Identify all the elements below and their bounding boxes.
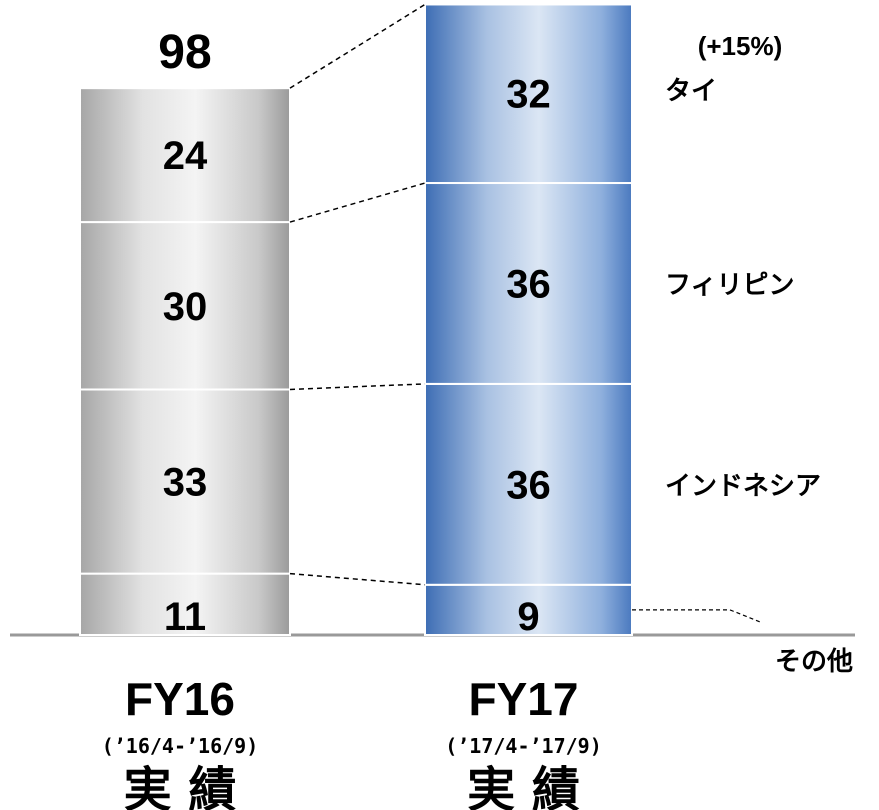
bar-segment-fy17-2 bbox=[424, 182, 633, 385]
series-label-1: インドネシア bbox=[665, 471, 821, 501]
data-label-fy17-2: 36 bbox=[506, 262, 551, 306]
series-label-3: タイ bbox=[665, 77, 717, 107]
connectors-layer bbox=[289, 3, 761, 623]
bar-segment-fy16-0 bbox=[79, 572, 291, 636]
bar-segment-fy17-1 bbox=[424, 382, 633, 586]
category-label-fy16: FY16 bbox=[125, 673, 235, 725]
change-label: (+15%) bbox=[698, 31, 783, 61]
data-label-fy16-0: 11 bbox=[164, 595, 206, 639]
actual-label-fy17: 実 績 bbox=[467, 762, 580, 810]
data-label-fy16-3: 24 bbox=[163, 134, 208, 178]
actual-label-fy16: 実 績 bbox=[124, 762, 237, 810]
data-label-fy16-1: 33 bbox=[163, 461, 208, 505]
series-label-2: フィリピン bbox=[665, 270, 794, 300]
series-label-0: その他 bbox=[775, 647, 853, 677]
data-label-fy17-1: 36 bbox=[506, 463, 551, 507]
bar-segment-fy16-3 bbox=[79, 87, 291, 224]
connector-1 bbox=[289, 383, 426, 391]
data-label-fy16-2: 30 bbox=[163, 285, 208, 329]
connector-2 bbox=[289, 182, 426, 223]
total-label-fy16: 98 bbox=[158, 26, 211, 79]
data-label-fy17-0: 9 bbox=[517, 595, 539, 639]
connector-0 bbox=[289, 572, 426, 586]
period-label-fy17: (’17/4-’17/9) bbox=[445, 734, 602, 758]
bar-segment-fy16-1 bbox=[79, 388, 291, 575]
period-label-fy16: (’16/4-’16/9) bbox=[102, 734, 259, 758]
category-label-fy17: FY17 bbox=[469, 673, 579, 725]
bar-segment-fy17-3 bbox=[424, 3, 633, 185]
bars-layer bbox=[10, 3, 855, 637]
connector-3 bbox=[289, 3, 426, 89]
data-label-fy17-3: 32 bbox=[506, 73, 551, 117]
leader-line-other bbox=[632, 609, 761, 623]
